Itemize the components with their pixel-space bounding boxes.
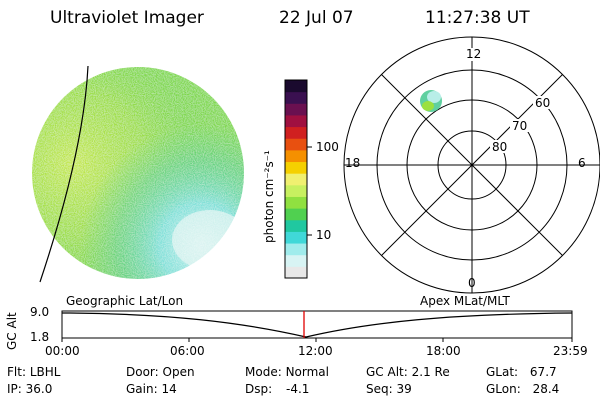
colorbar-segment [285, 149, 307, 163]
colorbar-segment [285, 196, 307, 209]
status-flt: Flt: LBHL [7, 365, 61, 379]
mlat-label-70: 70 [512, 119, 528, 133]
colorbar-segment [285, 103, 307, 116]
x-tick-0600: 06:00 [170, 344, 205, 358]
colorbar-segment [285, 91, 307, 104]
timeline-axis-label: GC Alt [5, 312, 19, 350]
status-gain: Gain: 14 [126, 382, 177, 396]
colorbar-segment [285, 173, 307, 186]
x-tick-0000: 00:00 [45, 344, 80, 358]
terminator-line [39, 65, 89, 283]
status-mode: Mode: Normal [245, 365, 329, 379]
x-tick-2359: 23:59 [553, 344, 588, 358]
time-label: 11:27:38 UT [425, 8, 530, 28]
polar-mlat-mlt-plot [343, 36, 600, 294]
colorbar-segment [285, 161, 307, 174]
auroral-spot [420, 90, 442, 112]
colorbar-segment [285, 80, 307, 93]
mlat-label-80: 80 [492, 140, 508, 154]
colorbar-segment [285, 219, 307, 232]
colorbar-segment [285, 114, 307, 128]
date-label: 22 Jul 07 [279, 8, 354, 28]
mlat-label-60: 60 [535, 96, 551, 110]
uv-image-disk [32, 65, 244, 283]
status-glat: GLat: 67.7 [486, 365, 557, 379]
y-tick-1-8: 1.8 [30, 330, 50, 344]
status-glon: GLon: 28.4 [486, 382, 560, 396]
x-tick-1800: 18:00 [426, 344, 461, 358]
status-dsp: Dsp: -4.1 [245, 382, 310, 396]
mlt-label-12: 12 [466, 47, 482, 61]
colorbar-segment [285, 208, 307, 221]
colorbar-segment [285, 254, 307, 267]
colorbar-segment [285, 266, 307, 279]
colorbar-segment [285, 243, 307, 256]
colorbar-label-100: 100 [316, 140, 339, 154]
color-scale-bar [284, 79, 308, 279]
y-tick-9: 9.0 [30, 305, 50, 319]
altitude-curve [62, 312, 573, 338]
status-door: Door: Open [126, 365, 195, 379]
colorbar-segment [285, 231, 307, 244]
orbit-timeline-plot [61, 310, 573, 342]
status-ip: IP: 36.0 [7, 382, 53, 396]
mlt-label-18: 18 [345, 156, 361, 170]
colorbar-segment [285, 126, 307, 139]
colorbar-segment [285, 138, 307, 151]
mlt-label-6: 6 [578, 156, 586, 170]
timeline-left-title: Geographic Lat/Lon [66, 294, 184, 308]
colorbar-segment [285, 184, 307, 197]
mlt-label-0: 0 [468, 276, 476, 290]
timeline-right-title: Apex MLat/MLT [420, 294, 510, 308]
status-gc-alt: GC Alt: 2.1 Re [366, 365, 450, 379]
colorbar-units-label: photon cm⁻²s⁻¹ [262, 150, 276, 243]
instrument-title: Ultraviolet Imager [50, 8, 204, 28]
status-seq: Seq: 39 [366, 382, 412, 396]
colorbar-label-10: 10 [316, 228, 332, 242]
x-tick-1200: 12:00 [298, 344, 333, 358]
